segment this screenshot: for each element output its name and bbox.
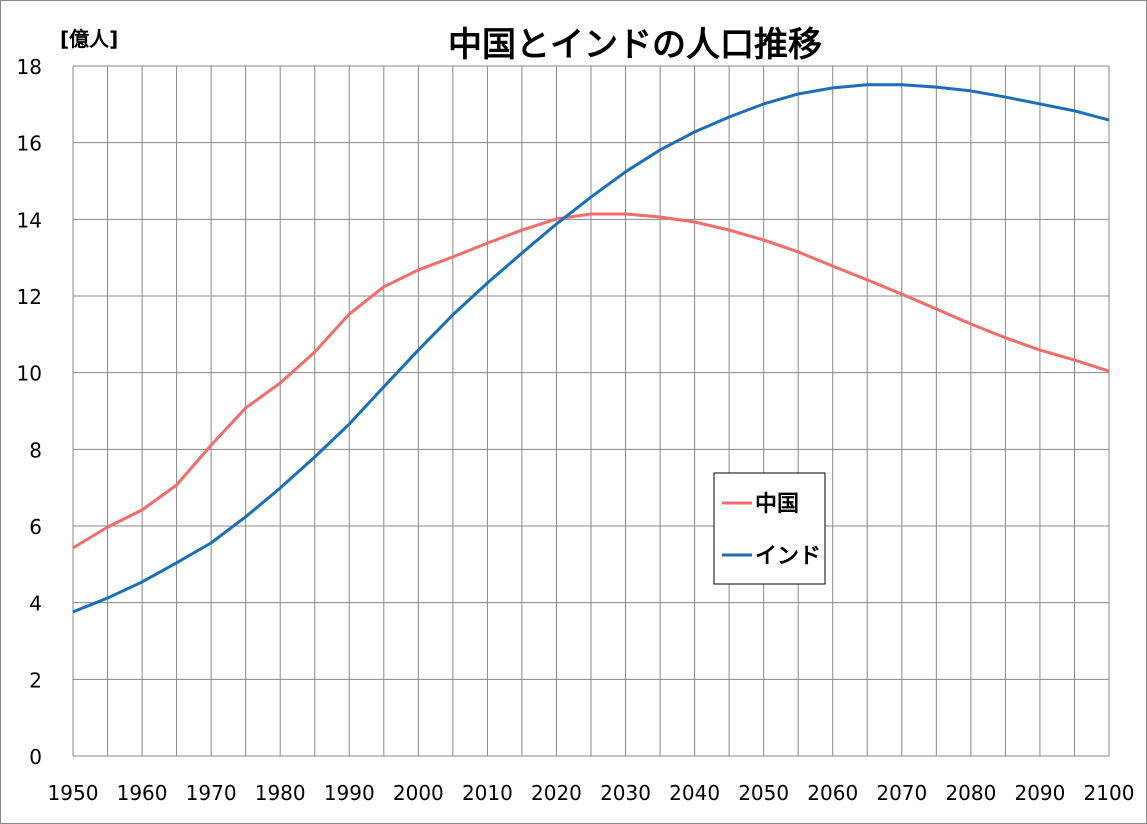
y-tick-label: 16: [17, 132, 42, 156]
chart-title: 中国とインドの人口推移: [448, 25, 822, 65]
x-tick-label: 1960: [117, 781, 168, 805]
y-tick-label: 0: [29, 745, 42, 769]
x-tick-label: 2070: [876, 781, 927, 805]
x-tick-label: 2050: [738, 781, 789, 805]
y-tick-label: 10: [17, 362, 42, 386]
x-tick-label: 2080: [945, 781, 996, 805]
x-tick-label: 2000: [393, 781, 444, 805]
legend: 中国 インド: [713, 472, 826, 585]
y-tick-label: 2: [29, 668, 42, 692]
y-tick-label: 18: [17, 55, 42, 79]
x-tick-label: 1970: [186, 781, 237, 805]
x-tick-label: 2060: [807, 781, 858, 805]
x-tick-label: 2030: [600, 781, 651, 805]
y-tick-label: 6: [29, 515, 42, 539]
x-tick-label: 2040: [669, 781, 720, 805]
legend-box: [713, 472, 826, 585]
x-tick-label: 1990: [324, 781, 375, 805]
y-axis-unit-label: [億人]: [60, 27, 118, 51]
y-tick-label: 14: [17, 208, 42, 232]
axes: 0 2 4 6 8 10 12 14 16 18 1950 1960 1970 1980 1990 2000 2…: [17, 55, 1135, 805]
x-tick-label: 1980: [255, 781, 306, 805]
y-tick-label: 12: [17, 285, 42, 309]
series-lines: [72, 83, 1110, 614]
x-tick-label: 2010: [462, 781, 513, 805]
x-tick-label: 2020: [531, 781, 582, 805]
grid: [72, 65, 1110, 757]
y-tick-label: 4: [29, 592, 42, 616]
x-tick-label: 2100: [1084, 781, 1135, 805]
legend-label-china: 中国: [755, 492, 799, 517]
y-tick-label: 8: [29, 438, 42, 462]
legend-label-india: インド: [755, 544, 821, 569]
x-tick-label: 2090: [1014, 781, 1065, 805]
x-tick-label: 1950: [48, 781, 99, 805]
